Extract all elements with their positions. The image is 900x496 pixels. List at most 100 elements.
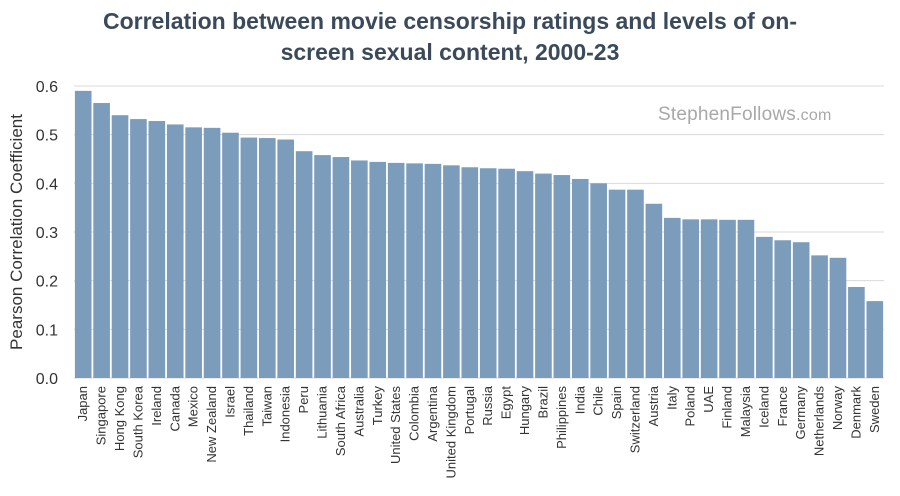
bar	[295, 151, 313, 378]
bar	[74, 90, 92, 379]
x-tick-label: Singapore	[94, 386, 109, 445]
bar	[829, 257, 847, 378]
bar	[866, 301, 884, 378]
x-tick-label: Malaysia	[738, 385, 753, 437]
bar	[719, 219, 736, 378]
x-tick-label: Germany	[793, 386, 808, 440]
x-tick-label: Peru	[296, 386, 311, 413]
bars	[74, 90, 884, 379]
x-tick-label: Turkey	[370, 386, 385, 426]
y-tick-label: 0.1	[36, 322, 58, 339]
bar	[111, 115, 129, 378]
bar	[406, 163, 423, 378]
bar	[645, 203, 663, 378]
y-tick-label: 0.4	[36, 176, 58, 193]
bar	[369, 161, 387, 378]
x-tick-label: Poland	[683, 386, 698, 426]
bar	[240, 137, 258, 378]
x-tick-label: Netherlands	[812, 386, 827, 457]
x-tick-label: Thailand	[241, 386, 256, 436]
x-tick-label: Argentina	[425, 385, 440, 441]
x-tick-label: Mexico	[186, 386, 201, 427]
x-tick-label: Philippines	[554, 386, 569, 449]
bar	[387, 162, 405, 378]
chart-title-line-2: screen sexual content, 2000-23	[280, 39, 620, 65]
bar	[461, 167, 479, 378]
bar	[571, 178, 589, 378]
x-tick-label: Denmark	[848, 386, 863, 439]
bar	[848, 286, 865, 378]
bar	[314, 155, 331, 378]
x-tick-label: UAE	[701, 386, 716, 413]
bar	[535, 173, 552, 378]
x-tick-label: Sweden	[867, 386, 882, 433]
x-tick-label: Israel	[222, 386, 237, 418]
bar	[663, 217, 681, 378]
x-tick-label: Austria	[646, 385, 661, 426]
bar	[203, 127, 221, 378]
y-tick-label: 0.3	[36, 225, 58, 242]
chart-title-line-1: Correlation between movie censorship rat…	[103, 8, 797, 34]
bar	[553, 175, 571, 378]
bar	[93, 103, 110, 378]
x-tick-label: Colombia	[407, 385, 422, 441]
y-axis-ticks: 0.0 0.1 0.2 0.3 0.4 0.5 0.6	[36, 79, 58, 388]
bar	[185, 127, 202, 379]
bar	[148, 121, 166, 378]
bar	[700, 219, 718, 378]
x-tick-label: Taiwan	[259, 386, 274, 426]
y-tick-label: 0.2	[36, 274, 58, 291]
x-tick-label: Iceland	[756, 386, 771, 428]
x-tick-label: Chile	[591, 386, 606, 416]
bar	[130, 119, 147, 378]
bar	[443, 165, 460, 378]
x-tick-label: New Zealand	[204, 386, 219, 463]
x-tick-label: Norway	[830, 386, 845, 431]
x-tick-label: Japan	[75, 386, 90, 421]
x-tick-label: Italy	[664, 386, 679, 410]
bar	[222, 132, 239, 378]
x-tick-label: South Africa	[333, 385, 348, 456]
x-tick-label: Spain	[609, 386, 624, 419]
bar	[737, 219, 755, 378]
bar	[811, 255, 828, 378]
bar	[627, 189, 644, 378]
watermark-suffix: .com	[796, 107, 832, 124]
y-axis-label: Pearson Correlation Coefficient	[7, 114, 26, 350]
bar	[498, 168, 515, 378]
bar	[258, 138, 276, 378]
x-tick-label: South Korea	[130, 385, 145, 458]
x-tick-label: Switzerland	[627, 386, 642, 453]
bar	[277, 139, 295, 378]
chart-title: Correlation between movie censorship rat…	[0, 6, 900, 68]
bar	[774, 240, 792, 378]
bar	[351, 160, 368, 378]
x-tick-label: Indonesia	[278, 385, 293, 442]
bar	[682, 219, 700, 378]
bar	[516, 171, 534, 378]
x-tick-label: Canada	[167, 385, 182, 431]
x-tick-label: United Kingdom	[443, 386, 458, 479]
x-tick-label: Portugal	[462, 386, 477, 435]
x-tick-label: United States	[388, 386, 403, 465]
watermark-name: StephenFollows	[658, 104, 796, 125]
y-tick-label: 0.0	[36, 371, 58, 388]
x-tick-label: Hong Kong	[112, 386, 127, 451]
bar	[424, 163, 442, 378]
x-tick-label: Finland	[720, 386, 735, 429]
bar	[332, 157, 350, 378]
x-tick-label: Hungary	[517, 386, 532, 436]
x-tick-label: Lithuania	[315, 385, 330, 439]
x-tick-label: Australia	[351, 385, 366, 436]
x-tick-label: India	[572, 385, 587, 414]
y-tick-label: 0.5	[36, 128, 58, 145]
bar	[166, 124, 184, 378]
bar	[590, 183, 607, 378]
x-tick-label: Brazil	[535, 386, 550, 419]
bar	[608, 189, 626, 378]
x-axis-ticks: Japan Singapore Hong Kong South Korea Irelan…	[75, 385, 882, 478]
x-tick-label: Ireland	[149, 386, 164, 426]
bar	[792, 242, 810, 378]
y-tick-label: 0.6	[36, 79, 58, 96]
